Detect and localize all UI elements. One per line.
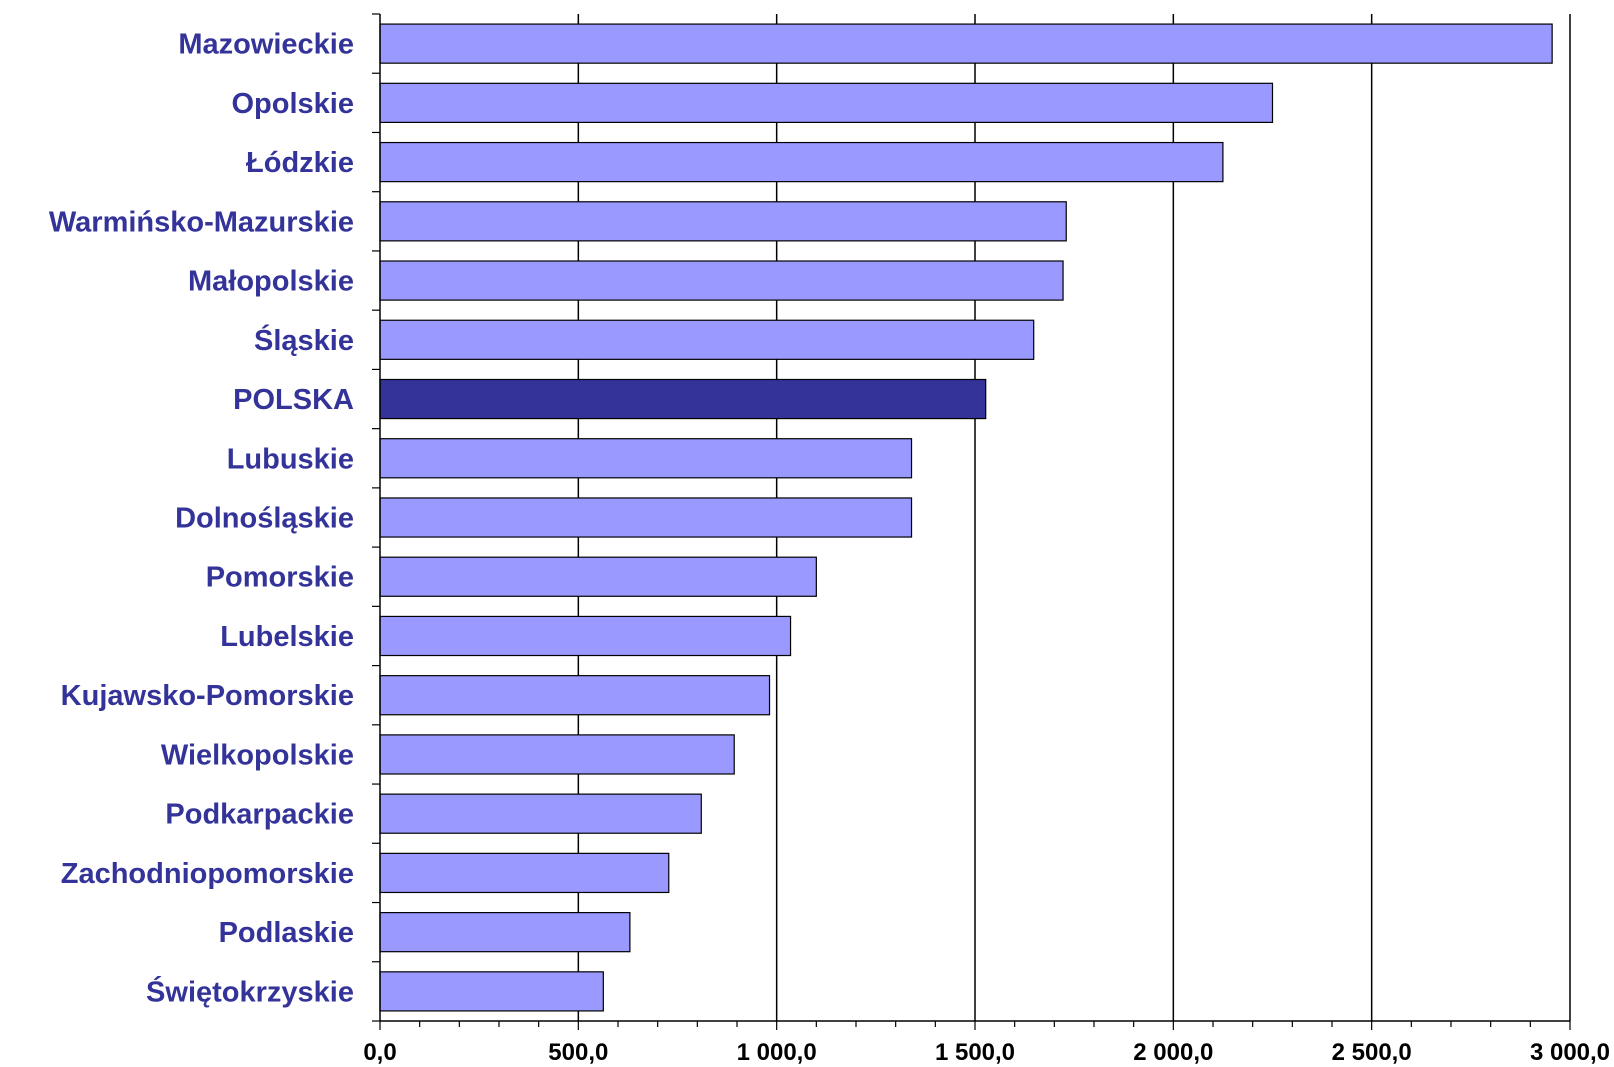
bar [379,734,735,775]
category-label: Zachodniopomorskie [61,858,354,890]
category-label: Łódzkie [246,147,354,179]
category-label: Lubuskie [227,443,354,475]
bar [379,911,631,953]
bars [379,23,1553,1012]
bar [379,201,1067,242]
bar [379,971,604,1012]
category-label: POLSKA [233,384,354,416]
x-tick-label: 1 000,0 [737,1039,817,1066]
category-label: Podkarpackie [165,799,354,831]
bar [379,23,1553,64]
bar [379,82,1274,124]
bar [379,556,817,597]
bar [379,852,670,894]
bar [379,141,1224,183]
axes [372,13,1571,1030]
bar [379,438,913,479]
category-label: Opolskie [232,88,355,120]
x-tick-label: 500,0 [548,1039,608,1066]
category-label: Pomorskie [206,562,354,594]
x-tick-label: 0,0 [363,1039,396,1066]
category-label: Świętokrzyskie [146,974,354,1008]
category-label: Małopolskie [188,266,354,298]
category-label: Śląskie [254,323,354,357]
x-tick-label: 2 000,0 [1133,1039,1213,1066]
x-tick-labels: 0,0 500,0 1 000,0 1 500,0 2 000,0 2 500,0 3 00… [363,1039,1610,1066]
bar-highlight [379,378,987,420]
bar [379,497,913,538]
category-labels: Mazowieckie Opolskie Łódzkie Warmińsko-Mazu… [49,29,354,1009]
x-tick-label: 2 500,0 [1332,1039,1412,1066]
category-label: Lubelskie [220,621,354,653]
bar [379,675,771,716]
x-tick-label: 1 500,0 [935,1039,1015,1066]
category-label: Podlaskie [219,917,354,949]
bar [379,615,792,657]
bar [379,260,1064,301]
category-label: Kujawsko-Pomorskie [61,680,354,712]
category-label: Mazowieckie [178,29,354,61]
bar [379,319,1035,360]
category-label: Dolnośląskie [175,503,354,535]
bar [379,793,702,834]
category-label: Wielkopolskie [161,739,354,771]
x-tick-label: 3 000,0 [1530,1039,1610,1066]
category-label: Warmińsko-Mazurskie [49,206,354,238]
